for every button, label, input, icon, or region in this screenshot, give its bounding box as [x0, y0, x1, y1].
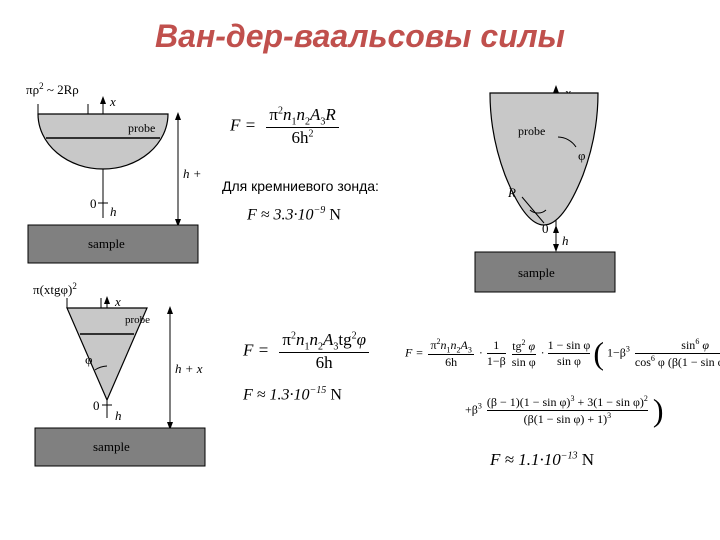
svg-text:R: R	[507, 185, 516, 200]
svg-text:π(xtgφ)2: π(xtgφ)2	[33, 281, 77, 297]
svg-text:0: 0	[542, 221, 549, 236]
svg-text:h + x: h + x	[175, 361, 203, 376]
svg-text:0: 0	[90, 196, 97, 211]
page-title: Ван-дер-ваальсовы силы	[0, 18, 720, 55]
svg-text:x: x	[109, 94, 116, 109]
diagram-cone: π(xtgφ)2 x probe φ 0 h h + x sample	[25, 278, 210, 483]
svg-text:probe: probe	[518, 124, 545, 138]
diagram-sphere: πρ2 ~ 2Rρ x probe 0 h h + x sample	[18, 78, 203, 283]
svg-text:φ: φ	[578, 148, 586, 163]
formula-parabola-line2: +β3 (β − 1)(1 − sin φ)3 + 3(1 − sin φ)2 …	[465, 392, 664, 429]
svg-text:x: x	[114, 294, 121, 309]
formula-sphere-approx: F ≈ 3.3·10−9 N	[247, 205, 341, 224]
svg-text:0: 0	[93, 398, 100, 413]
svg-text:φ: φ	[85, 352, 93, 367]
svg-text:h: h	[115, 408, 122, 423]
diagram-parabola: x probe φ R 0 h sample	[450, 75, 625, 305]
caption-silicon: Для кремниевого зонда:	[222, 178, 379, 194]
svg-text:probe: probe	[125, 314, 150, 326]
formula-cone: F = π2n1n2A3tg2φ 6h	[243, 330, 369, 373]
formula-parabola: F = π2n1n2A3 6h · 1 1−β tg2 φ sin φ · 1 …	[405, 335, 720, 372]
svg-text:sample: sample	[88, 236, 125, 251]
formula-sphere: F = π2n1n2A3R 6h2	[230, 105, 339, 148]
svg-text:sample: sample	[93, 439, 130, 454]
svg-text:h: h	[562, 233, 569, 248]
formula-cone-approx: F ≈ 1.3·10−15 N	[243, 385, 342, 404]
svg-text:probe: probe	[128, 121, 155, 135]
svg-text:h: h	[110, 204, 117, 219]
formula-parabola-approx: F ≈ 1.1·10−13 N	[490, 450, 594, 470]
svg-text:sample: sample	[518, 265, 555, 280]
svg-text:h + x: h + x	[183, 166, 203, 181]
svg-text:πρ2 ~ 2Rρ: πρ2 ~ 2Rρ	[26, 81, 79, 97]
